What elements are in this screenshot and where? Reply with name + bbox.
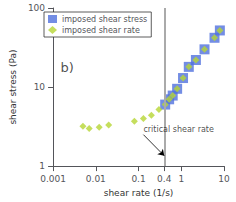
- svg-text:0.01: 0.01: [86, 174, 106, 184]
- svg-text:0.1: 0.1: [131, 174, 145, 184]
- svg-text:100: 100: [28, 3, 45, 13]
- svg-text:1: 1: [39, 161, 45, 171]
- svg-text:imposed shear stress: imposed shear stress: [62, 15, 147, 24]
- svg-text:0.001: 0.001: [40, 174, 66, 184]
- svg-text:shear stress (Pa): shear stress (Pa): [8, 50, 18, 125]
- svg-text:0.4: 0.4: [157, 174, 172, 184]
- svg-text:critical shear rate: critical shear rate: [143, 125, 214, 134]
- svg-text:1: 1: [178, 174, 184, 184]
- svg-text:shear rate (1/s): shear rate (1/s): [104, 188, 174, 198]
- svg-text:10: 10: [218, 174, 230, 184]
- svg-text:imposed shear rate: imposed shear rate: [62, 26, 140, 35]
- svg-text:b): b): [61, 60, 74, 75]
- svg-text:10: 10: [34, 82, 46, 92]
